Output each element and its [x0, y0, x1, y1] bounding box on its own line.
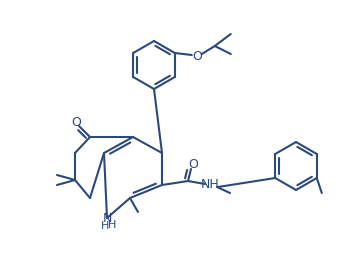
Text: O: O — [192, 50, 202, 63]
Text: H: H — [101, 221, 109, 231]
Text: N: N — [102, 211, 112, 224]
Text: H: H — [108, 220, 116, 230]
Text: NH: NH — [201, 179, 219, 192]
Text: O: O — [188, 159, 198, 172]
Text: O: O — [71, 117, 81, 130]
